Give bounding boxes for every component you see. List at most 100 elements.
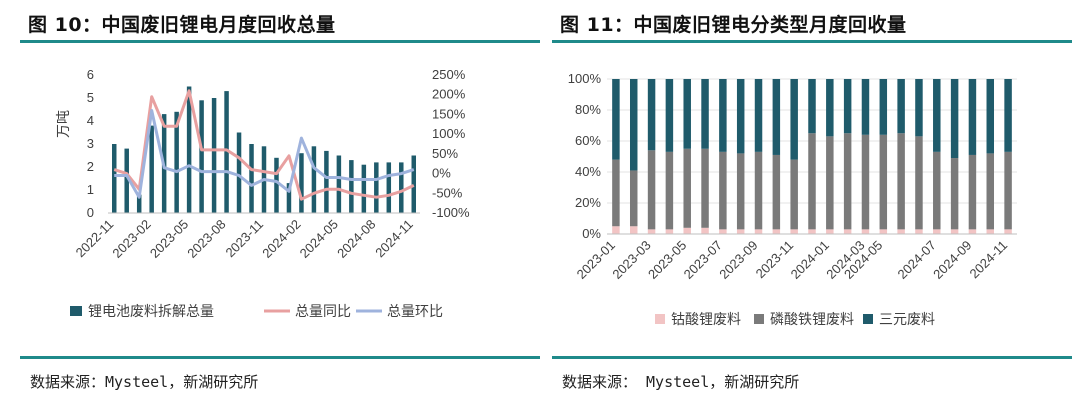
left-bar: [411, 155, 417, 213]
right-bar-lfp-segment: [736, 153, 745, 230]
left-bar: [399, 162, 404, 213]
right-bar-ternary-segment: [647, 79, 656, 151]
right-bar-lfp-segment: [915, 136, 923, 230]
right-bar-ternary-segment: [826, 79, 834, 137]
left-x-tick-label: 2024-11: [372, 217, 416, 261]
right-bar-lfp-segment: [933, 151, 941, 230]
left-y2-tick-label: 50%: [432, 146, 458, 161]
right-x-tick-label: 2023-05: [645, 238, 689, 282]
left-bar: [349, 160, 354, 213]
right-bar-lfp-segment: [968, 154, 977, 230]
right-bar-ternary-segment: [861, 79, 870, 135]
right-x-tick-label: 2024-11: [967, 238, 1011, 282]
left-y-tick-label: 2: [87, 159, 94, 174]
right-bar-cobalt-segment: [933, 229, 941, 234]
legend-cobalt-label: 钴酸锂废料: [671, 311, 741, 327]
right-bar-cobalt-segment: [1004, 229, 1012, 234]
legend-yoy-label: 总量同比: [295, 303, 351, 319]
right-top-rule: [552, 40, 1072, 43]
left-x-tick-label: 2023-11: [222, 217, 266, 261]
left-bar: [274, 157, 279, 213]
left-bar: [374, 162, 379, 213]
right-bar-cobalt-segment: [719, 229, 727, 234]
left-y2-tick-label: 100%: [432, 126, 466, 141]
left-x-tick-label: 2023-08: [184, 217, 228, 261]
mom-line: [114, 109, 415, 199]
right-bar-lfp-segment: [647, 150, 656, 230]
left-bar: [386, 162, 392, 213]
left-bar: [124, 148, 129, 213]
left-bar: [324, 150, 329, 213]
left-y-tick-label: 1: [87, 182, 94, 197]
right-bar-ternary-segment: [986, 79, 995, 154]
right-bar-lfp-segment: [861, 134, 870, 230]
right-y-tick-label: 80%: [575, 102, 601, 117]
left-figure-panel: 图 10：中国废旧锂电月度回收总量 0 1 2 3 4 5 6 -100% -50% 0% 50% 1…: [20, 0, 540, 417]
left-figure-title: 图 10：中国废旧锂电月度回收总量: [28, 14, 336, 36]
right-bar-lfp-segment: [808, 133, 816, 230]
right-bar-ternary-segment: [950, 79, 959, 159]
right-bar-ternary-segment: [843, 79, 852, 134]
right-bar-lfp-segment: [950, 158, 959, 230]
right-bar-cobalt-segment: [629, 226, 638, 234]
legend-lfp-swatch: [754, 314, 764, 324]
right-bar-cobalt-segment: [790, 229, 798, 234]
right-y-tick-label: 40%: [575, 164, 601, 179]
right-bar-lfp-segment: [701, 148, 709, 228]
right-bar-ternary-segment: [808, 79, 816, 134]
right-y-tick-label: 100%: [568, 71, 602, 86]
left-source-note: 数据来源：Mysteel，新湖研究所: [30, 373, 259, 391]
right-bar-lfp-segment: [826, 136, 834, 230]
right-bar-lfp-segment: [897, 133, 905, 230]
left-bar: [361, 164, 367, 213]
left-top-rule: [20, 40, 540, 43]
right-bar-ternary-segment: [790, 79, 798, 160]
right-x-tick-label: 2024-01: [788, 238, 832, 282]
right-bar-cobalt-segment: [612, 226, 620, 234]
left-y2-tick-label: 200%: [432, 87, 466, 102]
right-bar-cobalt-segment: [968, 229, 977, 234]
right-bar-lfp-segment: [1004, 151, 1012, 230]
right-bar-lfp-segment: [790, 159, 798, 230]
right-source-note: 数据来源： Mysteel，新湖研究所: [562, 373, 800, 391]
right-bar-cobalt-segment: [879, 229, 888, 234]
legend-ternary-label: 三元废料: [879, 311, 935, 327]
left-y2-tick-label: 250%: [432, 67, 466, 82]
right-bar-ternary-segment: [683, 79, 691, 149]
left-y-tick-label: 0: [87, 205, 94, 220]
left-y-tick-label: 5: [87, 90, 94, 105]
left-bar: [211, 98, 217, 213]
left-x-tick-label: 2023-05: [147, 217, 191, 261]
right-x-tick-label: 2024-07: [895, 238, 939, 282]
right-bar-ternary-segment: [879, 79, 888, 135]
left-y-tick-label: 3: [87, 136, 94, 151]
left-bar: [186, 86, 192, 213]
right-figure-title: 图 11：中国废旧锂电分类型月度回收量: [560, 14, 907, 36]
right-bar-cobalt-segment: [826, 229, 834, 234]
right-bar-ternary-segment: [719, 79, 727, 152]
right-bar-cobalt-segment: [754, 229, 763, 234]
right-x-tick-label: 2024-09: [930, 238, 974, 282]
right-bar-ternary-segment: [933, 79, 941, 152]
legend-bar-total-swatch: [70, 306, 82, 316]
left-bar: [236, 132, 242, 213]
left-bar: [336, 155, 342, 213]
right-figure-panel: 图 11：中国废旧锂电分类型月度回收量 0% 20% 40% 60% 80% 100% 20…: [552, 0, 1072, 417]
right-bar-lfp-segment: [986, 153, 995, 230]
right-x-tick-label: 2023-03: [609, 238, 653, 282]
legend-bar-total-label: 锂电池废料拆解总量: [88, 303, 214, 319]
left-y-tick-label: 6: [87, 67, 94, 82]
right-bottom-rule: [552, 356, 1072, 359]
right-x-tick-label: 2023-09: [716, 238, 760, 282]
left-y-axis-title: 万吨: [55, 110, 71, 138]
right-y-tick-label: 60%: [575, 133, 601, 148]
left-bar: [111, 144, 117, 213]
left-bar: [286, 183, 292, 213]
right-y-tick-label: 20%: [575, 195, 601, 210]
right-bar-ternary-segment: [772, 79, 781, 155]
right-bar-ternary-segment: [612, 79, 620, 160]
right-bar-lfp-segment: [665, 151, 674, 230]
right-bar-cobalt-segment: [683, 227, 691, 234]
right-bar-lfp-segment: [879, 134, 888, 230]
left-y2-tick-label: -50%: [432, 185, 463, 200]
